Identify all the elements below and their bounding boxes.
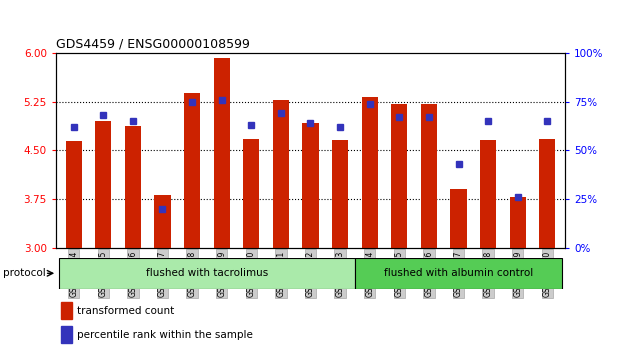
- Bar: [184, 93, 200, 248]
- Bar: [125, 126, 141, 248]
- Bar: [61, 302, 72, 319]
- Bar: [214, 58, 230, 248]
- Bar: [59, 258, 355, 289]
- Bar: [243, 139, 260, 248]
- Bar: [510, 197, 526, 248]
- Bar: [450, 189, 466, 248]
- Text: GDS4459 / ENSG00000108599: GDS4459 / ENSG00000108599: [56, 38, 250, 51]
- Text: protocol: protocol: [3, 268, 46, 278]
- Bar: [480, 140, 496, 248]
- Text: percentile rank within the sample: percentile rank within the sample: [77, 330, 253, 340]
- Bar: [61, 326, 72, 343]
- Bar: [273, 100, 289, 248]
- Bar: [155, 195, 171, 248]
- Bar: [302, 122, 319, 248]
- Bar: [332, 140, 348, 248]
- Text: flushed with albumin control: flushed with albumin control: [384, 268, 533, 279]
- Bar: [95, 121, 111, 248]
- Text: transformed count: transformed count: [77, 306, 175, 316]
- Bar: [355, 258, 562, 289]
- Text: flushed with tacrolimus: flushed with tacrolimus: [146, 268, 268, 279]
- Bar: [539, 139, 556, 248]
- Bar: [391, 104, 407, 248]
- Bar: [361, 97, 378, 248]
- Bar: [421, 104, 437, 248]
- Bar: [65, 141, 82, 248]
